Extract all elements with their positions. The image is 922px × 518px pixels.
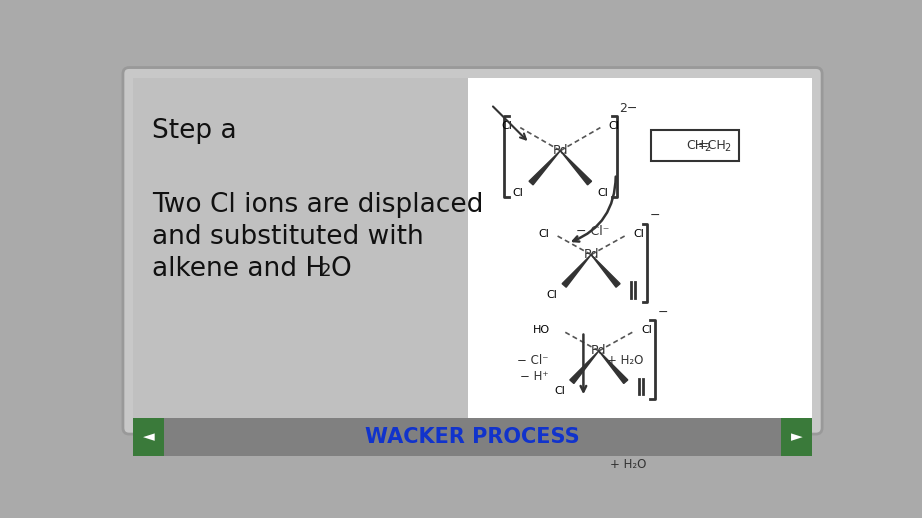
Text: alkene and H: alkene and H xyxy=(152,256,325,282)
Text: Step a: Step a xyxy=(152,118,237,143)
Bar xyxy=(133,418,164,456)
Bar xyxy=(133,78,467,426)
Text: ►: ► xyxy=(791,429,802,444)
Text: − Cl⁻: − Cl⁻ xyxy=(517,354,549,367)
FancyBboxPatch shape xyxy=(651,130,739,161)
Text: + H₂O: + H₂O xyxy=(610,458,646,471)
FancyBboxPatch shape xyxy=(123,67,822,434)
Text: WACKER PROCESS: WACKER PROCESS xyxy=(365,427,580,447)
Text: =CH: =CH xyxy=(698,139,727,152)
Bar xyxy=(133,418,812,456)
Text: Cl: Cl xyxy=(597,188,609,198)
Text: Cl: Cl xyxy=(608,121,619,131)
Text: − Cl⁻: − Cl⁻ xyxy=(575,225,609,238)
Text: 2: 2 xyxy=(320,262,332,280)
Polygon shape xyxy=(591,255,621,287)
Text: Cl: Cl xyxy=(641,325,652,335)
Text: ◄: ◄ xyxy=(143,429,154,444)
Text: Cl: Cl xyxy=(513,188,524,198)
Text: Pd: Pd xyxy=(584,248,599,261)
Text: Pd: Pd xyxy=(591,344,607,357)
Text: − H⁺: − H⁺ xyxy=(520,370,549,383)
Text: Cl: Cl xyxy=(502,121,513,131)
Text: −: − xyxy=(657,306,668,319)
Text: Cl: Cl xyxy=(538,229,549,239)
Text: Pd: Pd xyxy=(552,144,568,157)
Text: 2−: 2− xyxy=(620,102,638,114)
Text: 2: 2 xyxy=(725,143,730,153)
Polygon shape xyxy=(529,151,561,185)
Polygon shape xyxy=(598,351,628,383)
Text: Cl: Cl xyxy=(633,229,644,239)
Text: and substituted with: and substituted with xyxy=(152,224,424,250)
Text: O: O xyxy=(330,256,351,282)
Text: + H₂O: + H₂O xyxy=(607,354,643,367)
Text: 2: 2 xyxy=(704,143,711,153)
Text: −: − xyxy=(650,209,660,222)
Text: HO: HO xyxy=(533,325,550,335)
Text: Two Cl ions are displaced: Two Cl ions are displaced xyxy=(152,192,483,218)
Text: Cl: Cl xyxy=(554,386,565,396)
Polygon shape xyxy=(561,151,592,185)
Bar xyxy=(467,78,812,426)
Text: CH: CH xyxy=(686,139,704,152)
Bar xyxy=(781,418,812,456)
Polygon shape xyxy=(562,255,591,287)
Polygon shape xyxy=(570,351,598,383)
Text: Cl: Cl xyxy=(547,290,557,300)
